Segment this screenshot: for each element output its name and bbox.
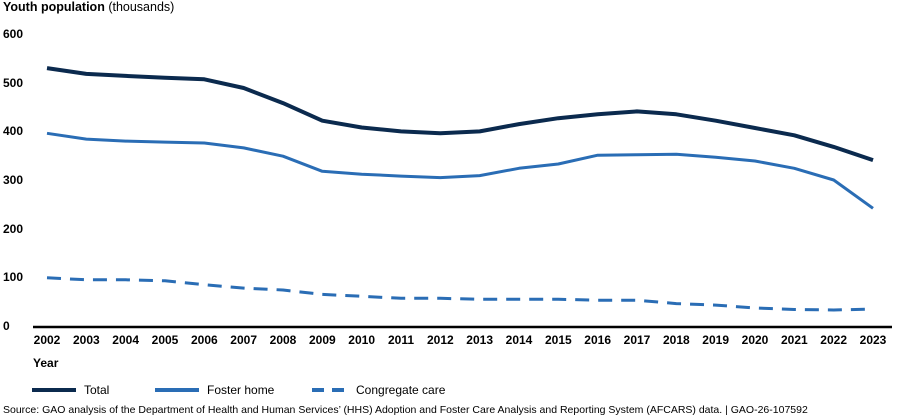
- x-tick-label: 2007: [230, 333, 257, 347]
- x-tick-label: 2005: [151, 333, 179, 347]
- x-tick-label: 2017: [623, 333, 651, 347]
- x-tick-label: 2015: [544, 333, 572, 347]
- x-tick-label: 2014: [505, 333, 533, 347]
- legend-item-foster-home: Foster home: [155, 382, 274, 398]
- legend-item-total: Total: [32, 382, 109, 398]
- legend-swatch-congregate-care: [312, 388, 348, 392]
- legend: Total Foster home Congregate care: [0, 382, 900, 398]
- legend-label-total: Total: [84, 383, 110, 397]
- x-tick-label: 2016: [584, 333, 611, 347]
- series-line-foster-home: [46, 131, 874, 210]
- y-tick-label: 300: [3, 173, 24, 187]
- x-tick-label: 2012: [426, 333, 454, 347]
- y-tick-label: 400: [3, 124, 24, 139]
- x-tick-label: 2006: [190, 333, 218, 347]
- x-tick-label: 2009: [308, 333, 336, 347]
- x-axis-title: Year: [33, 356, 59, 370]
- x-tick-label: 2019: [702, 333, 729, 347]
- legend-swatch-total: [32, 388, 76, 392]
- source-note: Source: GAO analysis of the Department o…: [3, 404, 808, 416]
- legend-swatch-foster-home: [155, 388, 199, 392]
- x-tick-label: 2004: [112, 333, 139, 347]
- series-line-total: [46, 66, 874, 162]
- x-tick-label: 2003: [72, 333, 100, 347]
- y-axis-title-bold: Youth population: [3, 0, 105, 14]
- legend-label-foster-home: Foster home: [207, 383, 275, 397]
- x-tick-label: 2002: [33, 333, 61, 347]
- y-tick-label: 100: [3, 270, 24, 285]
- x-tick-label: 2008: [269, 333, 297, 347]
- x-tick-label: 2013: [466, 333, 493, 347]
- legend-item-congregate-care: Congregate care: [312, 382, 445, 398]
- x-tick-label: 2011: [387, 333, 415, 347]
- y-tick-label: 0: [3, 319, 10, 333]
- y-tick-label: 600: [3, 27, 24, 41]
- x-tick-label: 2021: [780, 333, 808, 347]
- series-line-congregate-care: [46, 276, 874, 312]
- x-tick-label: 2010: [348, 333, 375, 347]
- x-tick-label: 2018: [662, 333, 690, 347]
- x-tick-label: 2023: [859, 333, 887, 347]
- y-axis-title: Youth population (thousands): [3, 0, 174, 15]
- y-tick-label: 200: [3, 221, 24, 236]
- legend-label-congregate-care: Congregate care: [356, 383, 446, 397]
- x-tick-label: 2022: [820, 333, 847, 347]
- x-tick-label: 2020: [741, 333, 769, 347]
- y-axis-title-units: (thousands): [108, 0, 175, 14]
- y-tick-label: 500: [3, 75, 24, 90]
